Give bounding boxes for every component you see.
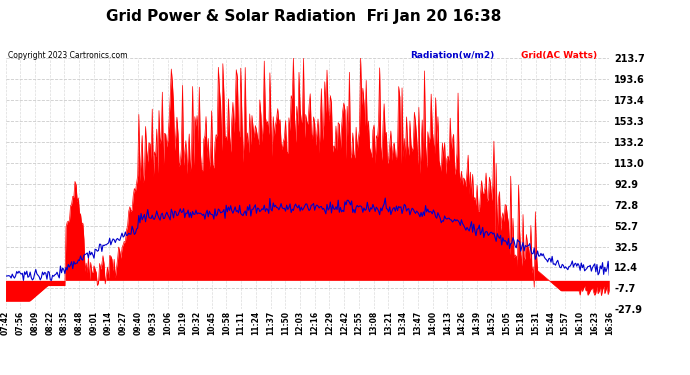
Text: Radiation(w/m2): Radiation(w/m2) [411, 51, 495, 60]
Text: Grid Power & Solar Radiation  Fri Jan 20 16:38: Grid Power & Solar Radiation Fri Jan 20 … [106, 9, 502, 24]
Text: Grid(AC Watts): Grid(AC Watts) [521, 51, 597, 60]
Text: Copyright 2023 Cartronics.com: Copyright 2023 Cartronics.com [8, 51, 128, 60]
